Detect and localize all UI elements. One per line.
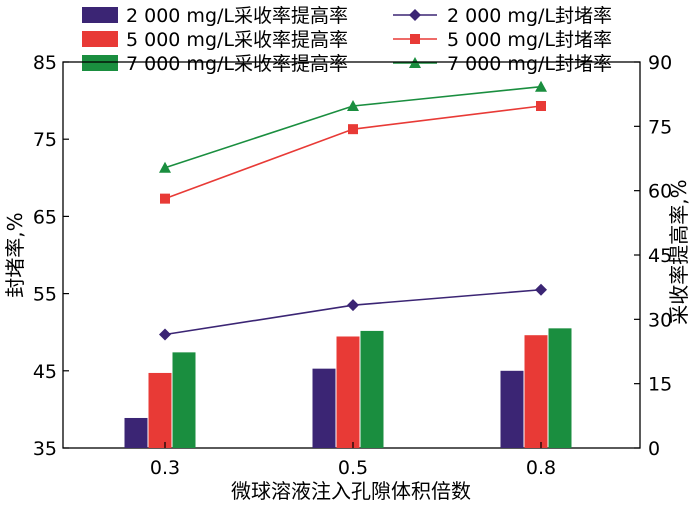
legend-label: 7 000 mg/L采收率提高率	[126, 53, 348, 75]
left-tick-label: 35	[33, 438, 57, 460]
right-tick-label: 75	[648, 116, 672, 138]
line-marker-diamond	[159, 328, 171, 341]
legend-label: 5 000 mg/L采收率提高率	[126, 29, 348, 51]
bar	[548, 328, 572, 448]
axes: 35 45 55 65 75 85 0 15 30 45 60 75 90 0.3 0.5 0.8	[33, 52, 672, 479]
line-marker-diamond	[347, 299, 359, 312]
legend-label: 5 000 mg/L封堵率	[447, 29, 612, 51]
bar	[124, 417, 148, 448]
legend-swatch-bar	[82, 55, 118, 71]
line-marker-square	[536, 101, 546, 112]
legend-label: 7 000 mg/L封堵率	[447, 53, 612, 75]
lines	[159, 80, 547, 341]
bars	[124, 328, 572, 448]
bar	[172, 352, 196, 448]
right-tick-label: 30	[648, 309, 672, 331]
legend-label: 2 000 mg/L封堵率	[447, 5, 612, 27]
x-tick-label: 0.8	[526, 457, 556, 479]
line-marker-triangle	[347, 100, 359, 112]
left-tick-label: 75	[33, 129, 57, 151]
series-line	[164, 288, 542, 336]
line-marker-square	[160, 193, 170, 204]
line-marker-triangle	[159, 161, 171, 173]
legend-swatch-bar	[82, 31, 118, 47]
line-marker-diamond	[409, 9, 421, 21]
series-line	[164, 105, 542, 200]
left-tick-label: 85	[33, 52, 57, 74]
right-axis-title: 采收率提高率,%	[667, 179, 691, 324]
legend-swatch-bar	[82, 7, 118, 23]
bar	[360, 330, 384, 448]
bar	[312, 368, 336, 448]
x-tick-label: 0.3	[150, 457, 180, 479]
line-marker-triangle	[535, 80, 547, 92]
left-axis-title: 封堵率,%	[3, 212, 27, 297]
left-tick-label: 55	[33, 284, 57, 306]
bar	[500, 370, 524, 448]
x-axis-title: 微球溶液注入孔隙体积倍数	[231, 479, 471, 503]
right-tick-label: 90	[648, 52, 672, 74]
left-tick-label: 65	[33, 206, 57, 228]
bar	[148, 372, 172, 448]
line-marker-square	[410, 34, 420, 44]
bar	[524, 335, 548, 448]
line-marker-diamond	[535, 283, 547, 296]
right-tick-label: 45	[648, 245, 672, 267]
bar	[336, 336, 360, 448]
legend-label: 2 000 mg/L采收率提高率	[126, 5, 348, 27]
x-tick-label: 0.5	[338, 457, 368, 479]
left-tick-label: 45	[33, 361, 57, 383]
line-marker-square	[348, 124, 358, 135]
right-tick-label: 60	[648, 181, 672, 203]
right-tick-label: 15	[648, 374, 672, 396]
right-tick-label: 0	[648, 438, 660, 460]
